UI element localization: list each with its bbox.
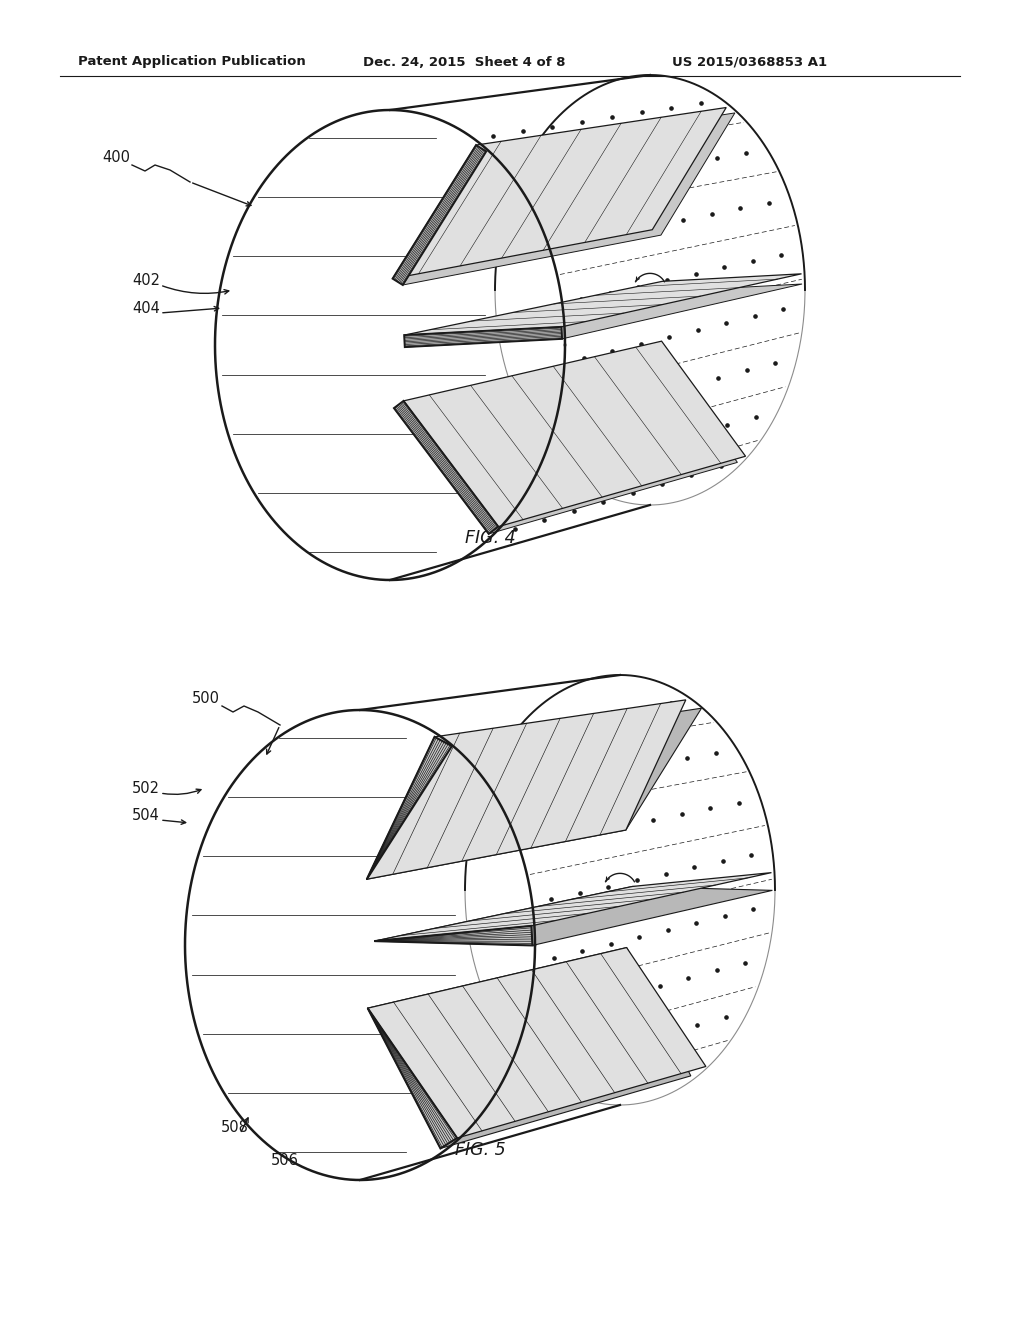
Polygon shape [402,114,735,285]
Polygon shape [392,107,726,279]
Text: 400: 400 [102,150,130,165]
Polygon shape [367,737,452,879]
Text: 502: 502 [132,781,160,796]
Polygon shape [368,948,691,1148]
Text: 500: 500 [193,690,220,706]
Polygon shape [368,1008,457,1148]
Polygon shape [367,709,701,879]
Text: FIG. 5: FIG. 5 [455,1140,505,1159]
Polygon shape [403,341,745,527]
Text: US 2015/0368853 A1: US 2015/0368853 A1 [672,55,827,69]
Polygon shape [404,273,802,335]
Text: 508: 508 [221,1119,249,1135]
Text: 506: 506 [271,1152,299,1168]
Polygon shape [375,887,772,945]
Polygon shape [392,145,486,285]
Text: Patent Application Publication: Patent Application Publication [78,55,306,69]
Polygon shape [368,948,706,1138]
Polygon shape [394,347,737,533]
Text: 404: 404 [132,301,160,315]
Polygon shape [404,284,802,347]
Text: 504: 504 [132,808,160,822]
Text: Dec. 24, 2015  Sheet 4 of 8: Dec. 24, 2015 Sheet 4 of 8 [362,55,565,69]
Polygon shape [375,925,532,945]
Text: 402: 402 [132,273,160,288]
Polygon shape [404,327,562,347]
Polygon shape [375,873,771,941]
Polygon shape [367,700,686,879]
Text: FIG. 4: FIG. 4 [465,529,515,546]
Polygon shape [394,401,499,533]
